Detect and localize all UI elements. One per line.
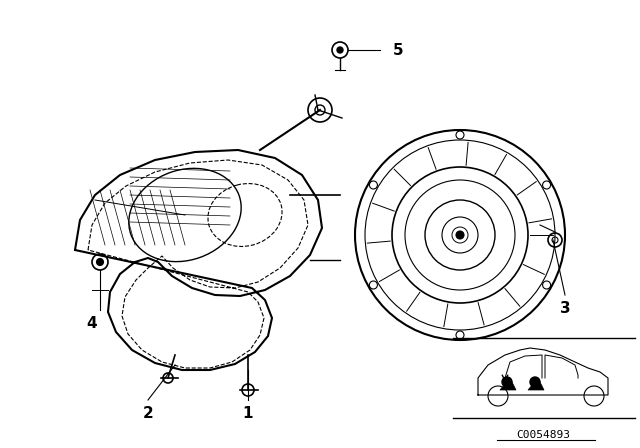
Text: 2: 2 xyxy=(143,405,154,421)
Text: 1: 1 xyxy=(243,405,253,421)
Circle shape xyxy=(337,47,343,53)
Polygon shape xyxy=(528,378,544,390)
Text: C0054893: C0054893 xyxy=(516,430,570,440)
Text: 4: 4 xyxy=(86,315,97,331)
Circle shape xyxy=(502,377,512,387)
Polygon shape xyxy=(500,378,516,390)
Text: 5: 5 xyxy=(393,43,404,57)
Text: 3: 3 xyxy=(560,301,570,315)
Circle shape xyxy=(530,377,540,387)
Circle shape xyxy=(456,231,464,239)
Circle shape xyxy=(97,258,104,266)
